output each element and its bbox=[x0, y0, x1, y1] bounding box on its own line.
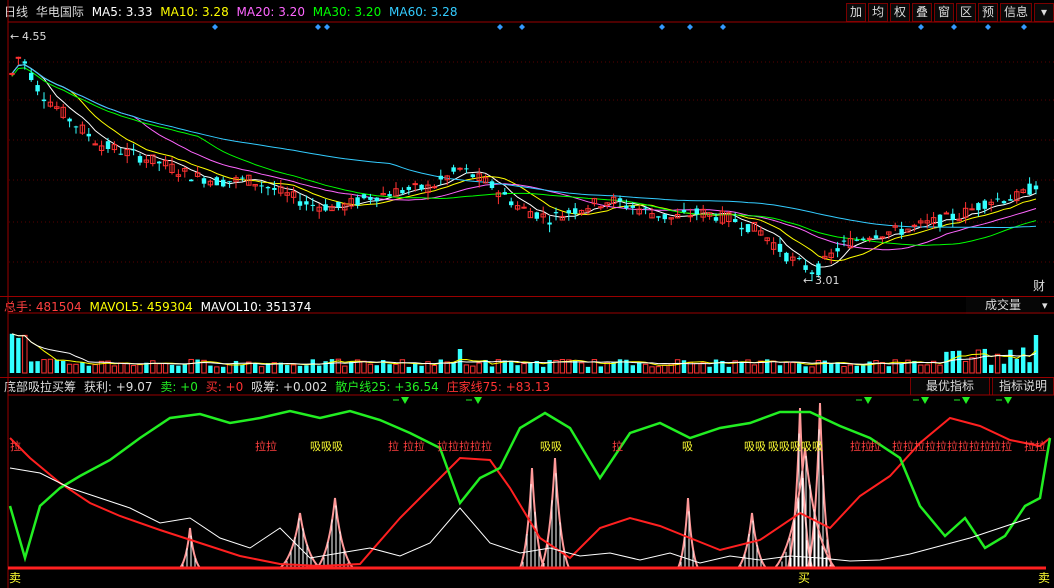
candlestick-chart[interactable]: 4.55 ← ← 3.01 财 bbox=[0, 0, 1054, 296]
signal-tag: 拉 bbox=[612, 439, 623, 453]
overlay-button[interactable]: 叠 bbox=[912, 3, 932, 22]
signal-tag: 吸吸 bbox=[744, 440, 766, 453]
signal-tag: 拉 bbox=[388, 439, 399, 453]
indicator-explain-button[interactable]: 指标说明 bbox=[992, 378, 1054, 395]
volume-indicator-divider bbox=[0, 377, 1054, 378]
volume-panel[interactable]: 总手: 481504 MAVOL5: 459304 MAVOL10: 35137… bbox=[0, 297, 1054, 377]
volume-total: 481504 bbox=[35, 300, 82, 314]
window-button[interactable]: 窗 bbox=[934, 3, 954, 22]
adjust-button[interactable]: 权 bbox=[890, 3, 910, 22]
signal-tag: 拉拉 bbox=[1024, 439, 1046, 453]
signal-tag: 拉拉 bbox=[850, 439, 872, 453]
volume-title: 总手: bbox=[4, 300, 36, 314]
mavol10-label: MAVOL10: 351374 bbox=[200, 300, 312, 314]
stock-name: 华电国际 bbox=[35, 5, 84, 19]
volume-chart bbox=[7, 297, 1054, 377]
low-price-label: 3.01 bbox=[815, 274, 840, 287]
indicator-panel[interactable]: 底部吸拉买筹 获利: +9.07 卖: +0 买: +0 吸筹: +0.002 … bbox=[0, 378, 1054, 588]
ma5-label: MA5: 3.33 bbox=[91, 5, 153, 19]
profit-label: 获利: +9.07 bbox=[83, 380, 153, 394]
signal-tag: 拉拉 bbox=[255, 439, 277, 453]
signal-tag: 拉拉拉拉拉拉拉拉拉 bbox=[892, 439, 991, 453]
absorb-label: 吸筹: +0.002 bbox=[251, 380, 328, 394]
signal-tag: 吸吸 bbox=[540, 440, 562, 453]
signal-tag: 吸吸吸吸吸 bbox=[768, 440, 823, 453]
chart-toolbar: 加 均 权 叠 窗 区 预 信息 ▾ bbox=[844, 3, 1054, 22]
ma10-label: MA10: 3.28 bbox=[160, 5, 229, 19]
buy-label: 买: +0 bbox=[205, 380, 244, 394]
signal-tag: 拉拉 bbox=[990, 439, 1012, 453]
dealer-line-label: 庄家线75: +83.13 bbox=[446, 380, 551, 394]
indicator-name: 底部吸拉买筹 bbox=[4, 380, 77, 394]
indicator-header: 底部吸拉买筹 获利: +9.07 卖: +0 买: +0 吸筹: +0.002 … bbox=[4, 378, 554, 395]
sell-label: 卖: +0 bbox=[160, 380, 198, 394]
ma60-label: MA60: 3.28 bbox=[389, 5, 458, 19]
volume-selector[interactable]: 成交量 bbox=[966, 297, 1040, 314]
volume-selector-label: 成交量 bbox=[984, 298, 1021, 312]
price-volume-divider bbox=[0, 296, 1054, 297]
period-label: 日线 bbox=[4, 5, 29, 19]
volume-header: 总手: 481504 MAVOL5: 459304 MAVOL10: 35137… bbox=[4, 298, 315, 315]
high-arrow-icon: ← bbox=[10, 30, 19, 43]
low-arrow-icon: ← bbox=[803, 274, 812, 287]
bottom-sell-label-2: 卖 bbox=[1038, 571, 1050, 585]
signal-tag: 拉拉 bbox=[403, 439, 425, 453]
price-header: 日线 华电国际 MA5: 3.33 MA10: 3.28 MA20: 3.20 … bbox=[4, 3, 461, 20]
high-price-label: 4.55 bbox=[22, 30, 47, 43]
volume-selector-arrow-icon[interactable]: ▾ bbox=[1042, 299, 1048, 312]
ma20-label: MA20: 3.20 bbox=[236, 5, 305, 19]
price-panel[interactable]: 日线 华电国际 MA5: 3.33 MA10: 3.28 MA20: 3.20 … bbox=[0, 0, 1054, 296]
add-button[interactable]: 加 bbox=[846, 3, 866, 22]
indicator-chart: 拉拉拉 吸吸吸拉拉拉 拉拉拉拉拉 吸吸拉吸吸吸 吸吸吸吸吸 拉拉拉 拉拉拉拉拉拉拉拉拉 拉拉拉… bbox=[7, 378, 1054, 588]
best-indicator-button[interactable]: 最优指标 bbox=[910, 378, 990, 395]
retail-line-label: 散户线25: +36.54 bbox=[335, 380, 439, 394]
finance-icon[interactable]: 财 bbox=[1033, 279, 1045, 293]
ma30-label: MA30: 3.20 bbox=[312, 5, 382, 19]
signal-tag: 拉 bbox=[10, 439, 21, 453]
signal-tag: 拉拉拉拉拉 bbox=[437, 439, 492, 453]
signal-tag: 吸吸吸 bbox=[310, 440, 343, 453]
bottom-buy-label: 买 bbox=[798, 571, 810, 585]
signal-tag: 吸 bbox=[682, 440, 693, 453]
signal-tag: 拉 bbox=[870, 439, 881, 453]
bottom-sell-label: 卖 bbox=[9, 571, 21, 585]
range-button[interactable]: 区 bbox=[956, 3, 976, 22]
forecast-button[interactable]: 预 bbox=[978, 3, 998, 22]
mavol5-label: MAVOL5: 459304 bbox=[89, 300, 193, 314]
